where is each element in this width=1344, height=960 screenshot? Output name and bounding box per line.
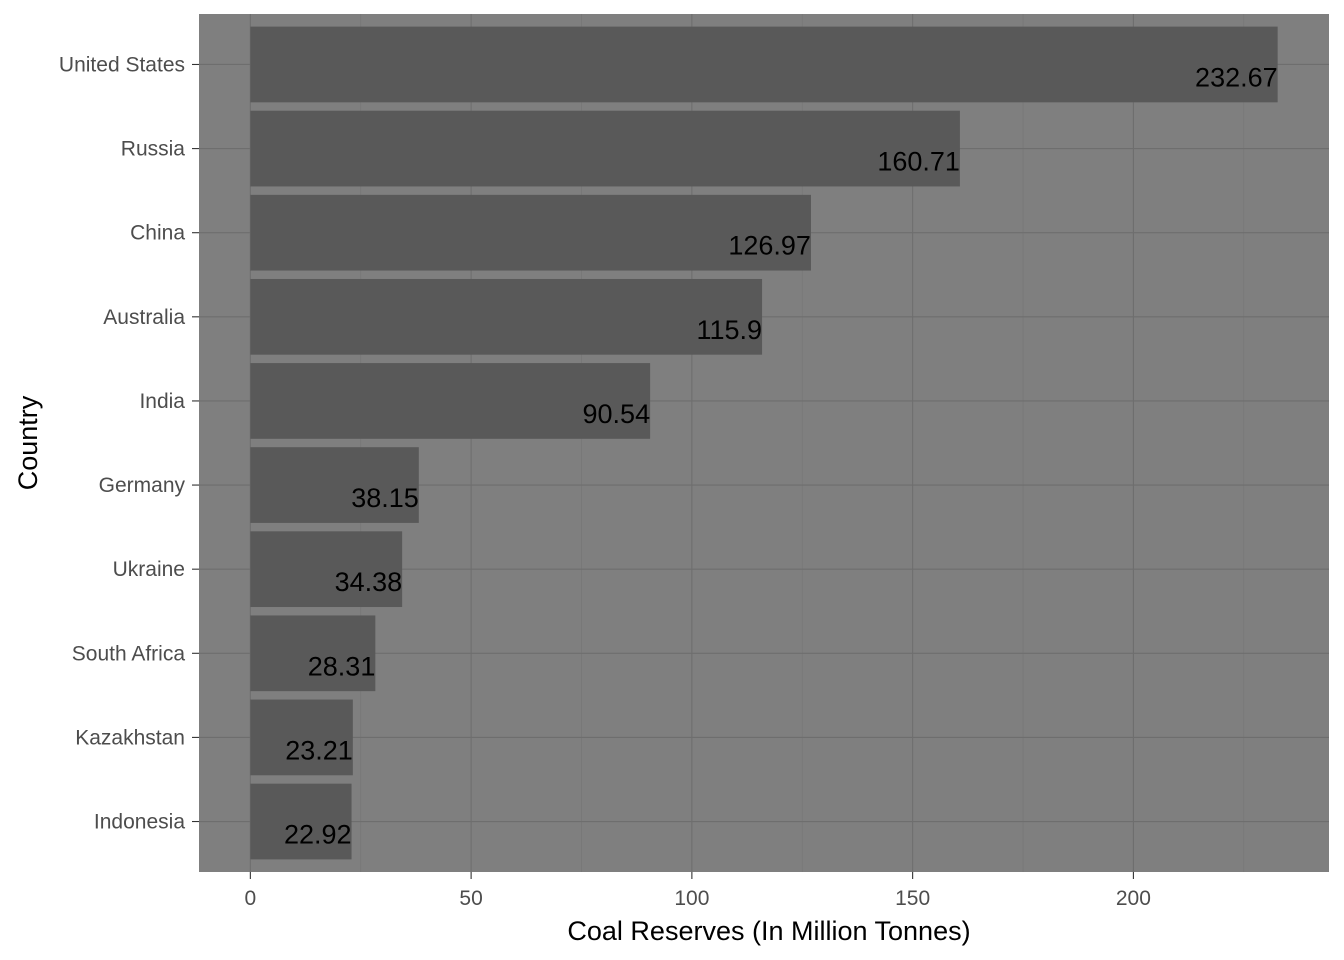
bar-value-label: 126.97 xyxy=(728,231,811,261)
x-tick-label: 100 xyxy=(674,887,709,910)
y-tick-label: Ukraine xyxy=(113,558,185,581)
y-tick-label: Russia xyxy=(121,138,186,161)
y-tick-label: Germany xyxy=(99,474,186,497)
bar xyxy=(250,26,1278,103)
bar-value-label: 22.92 xyxy=(284,820,352,850)
y-axis: United States Russia China Australia India Ge… xyxy=(59,53,199,834)
bar xyxy=(250,531,403,608)
value-labels: 232.67 160.71 126.97 115.9 90.54 38.15 34.38 28… xyxy=(284,62,1278,849)
y-tick-label: South Africa xyxy=(72,642,186,665)
bar xyxy=(250,699,353,776)
bar-value-label: 28.31 xyxy=(308,651,376,681)
bar xyxy=(250,194,811,271)
bar-value-label: 90.54 xyxy=(583,399,651,429)
bar-value-label: 160.71 xyxy=(877,147,960,177)
bar-value-label: 23.21 xyxy=(285,735,353,765)
bar xyxy=(250,363,651,439)
bar-value-label: 232.67 xyxy=(1195,62,1278,92)
x-tick-label: 50 xyxy=(459,887,482,910)
bar xyxy=(250,615,376,692)
bar-value-label: 38.15 xyxy=(351,483,419,513)
y-tick-label: Indonesia xyxy=(94,811,185,834)
bar xyxy=(250,110,960,187)
y-axis-title: Country xyxy=(13,395,43,490)
x-tick-label: 150 xyxy=(895,887,930,910)
x-axis: 0 50 100 150 200 xyxy=(245,872,1151,910)
y-tick-label: Australia xyxy=(103,306,185,329)
y-tick-label: India xyxy=(139,390,185,413)
y-tick-label: Kazakhstan xyxy=(75,726,185,749)
x-tick-label: 200 xyxy=(1116,887,1151,910)
y-tick-label: United States xyxy=(59,53,185,76)
bars xyxy=(250,26,1278,860)
bar xyxy=(250,447,419,523)
x-axis-title: Coal Reserves (In Million Tonnes) xyxy=(567,916,970,946)
bar xyxy=(250,278,763,355)
x-tick-label: 0 xyxy=(245,887,257,910)
y-tick-label: China xyxy=(130,222,185,245)
bar xyxy=(250,783,352,860)
bar-value-label: 34.38 xyxy=(335,567,403,597)
bar-value-label: 115.9 xyxy=(697,315,763,345)
